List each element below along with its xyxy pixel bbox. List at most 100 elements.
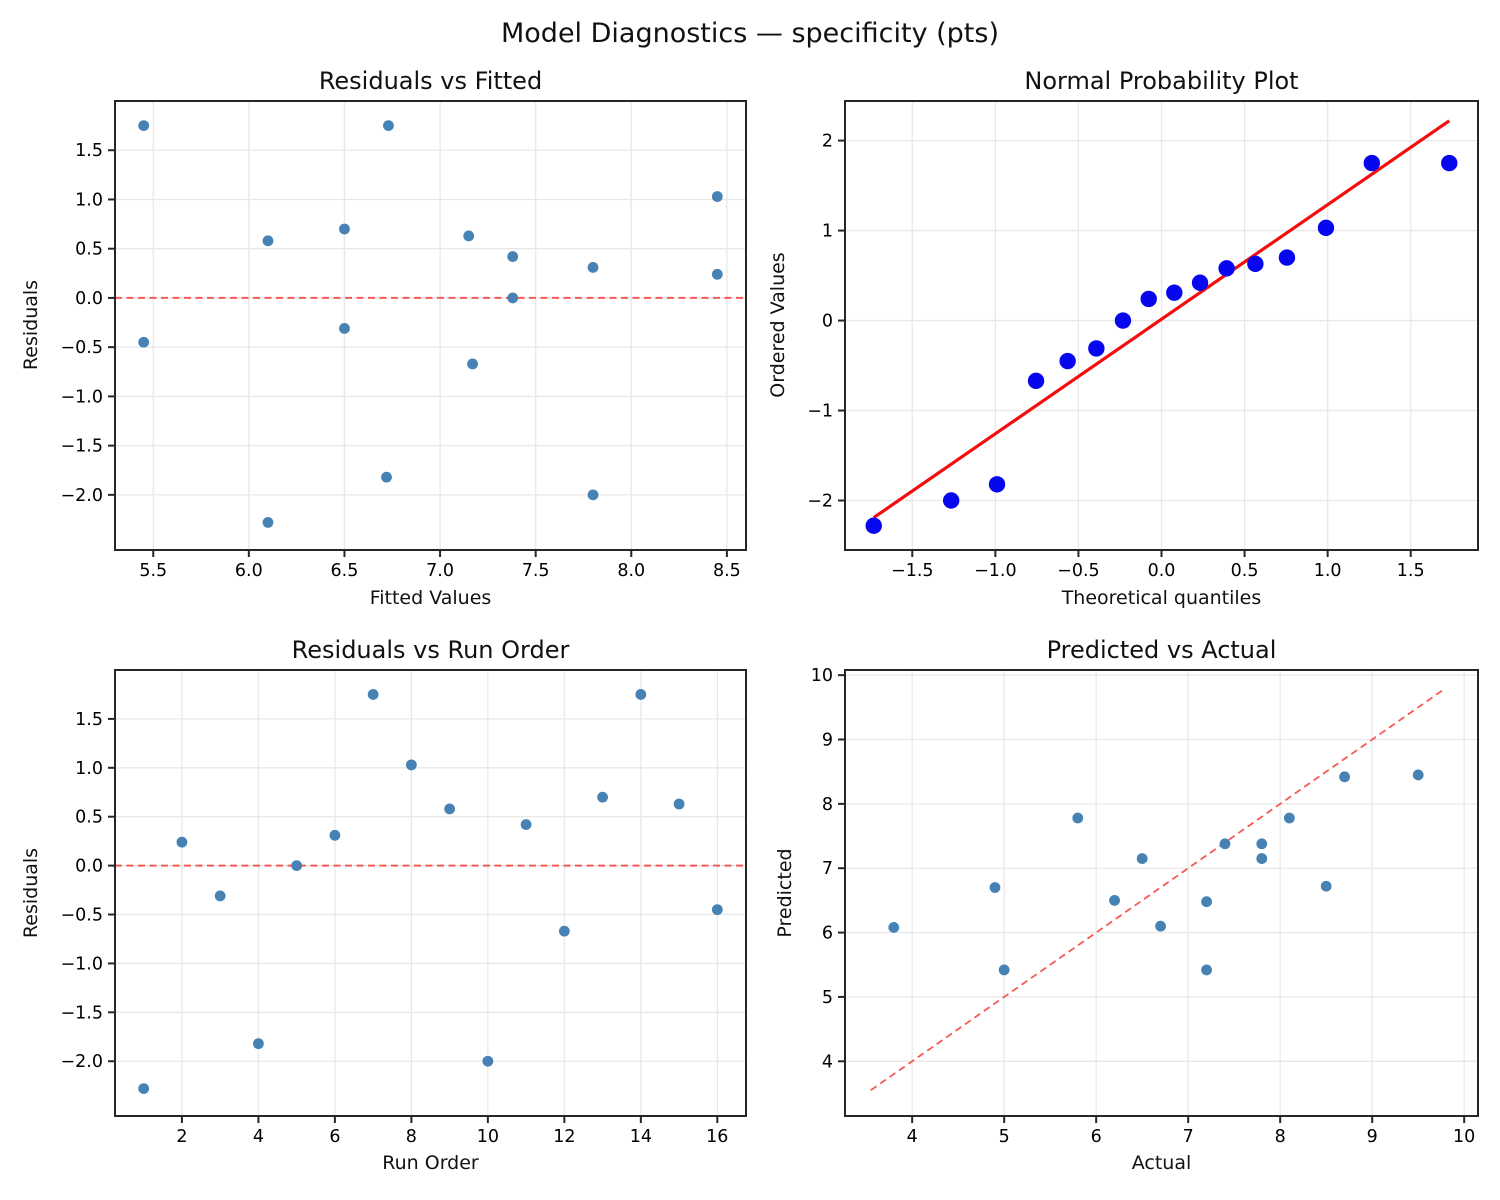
y-axis-label: Ordered Values xyxy=(767,252,789,398)
data-point xyxy=(1109,895,1120,906)
chart-title: Residuals vs Fitted xyxy=(318,67,543,95)
y-axis-label: Residuals xyxy=(20,847,42,939)
x-tick-label: 7 xyxy=(1183,1127,1194,1147)
data-point xyxy=(1072,812,1084,824)
data-point xyxy=(587,262,599,273)
data-point xyxy=(138,120,150,132)
data-point xyxy=(405,759,417,771)
y-tick-label: −1.0 xyxy=(61,954,104,974)
y-tick-label: 1 xyxy=(822,222,833,242)
x-tick-label: 7.0 xyxy=(426,561,454,581)
data-point xyxy=(339,223,350,235)
data-point xyxy=(888,922,900,933)
x-axis-label: Actual xyxy=(1131,1152,1192,1174)
data-point xyxy=(339,323,350,334)
data-point xyxy=(1114,312,1132,329)
data-point xyxy=(998,964,1010,976)
y-tick-label: −1 xyxy=(807,402,833,422)
data-point xyxy=(865,517,882,534)
axes-border xyxy=(114,669,747,1117)
x-tick-label: 8.0 xyxy=(617,561,645,581)
y-tick-label: 1.0 xyxy=(75,190,103,210)
data-point xyxy=(1201,964,1212,976)
data-point xyxy=(329,829,341,841)
y-tick-label: 10 xyxy=(811,666,833,686)
x-tick-label: 0.5 xyxy=(1231,561,1259,581)
data-point xyxy=(635,689,647,700)
data-point xyxy=(176,836,188,848)
data-point xyxy=(1320,880,1332,892)
data-point xyxy=(1256,838,1268,850)
axes-border xyxy=(114,100,747,551)
chart-residuals-vs-fitted: Residuals vs Fitted 5.5 6.0 6.5 7.0 7.5 8.0 8.… xyxy=(0,55,762,630)
y-tick-label: 7 xyxy=(822,859,833,879)
data-point xyxy=(1412,769,1424,781)
x-tick-label: 16 xyxy=(706,1127,728,1147)
data-point xyxy=(942,492,960,509)
x-axis-label: Fitted Values xyxy=(369,587,492,609)
y-axis-label: Predicted xyxy=(774,848,796,938)
data-point xyxy=(587,489,599,501)
data-point xyxy=(989,882,1001,893)
x-tick-label: −1.5 xyxy=(891,561,934,581)
x-tick-label: 4 xyxy=(253,1127,264,1147)
chart-title: Residuals vs Run Order xyxy=(291,636,570,664)
y-tick-label: 8 xyxy=(822,795,833,815)
data-point xyxy=(1191,274,1209,291)
x-tick-label: −0.5 xyxy=(1057,561,1100,581)
x-tick-label: 0.0 xyxy=(1148,561,1176,581)
x-tick-label: 12 xyxy=(553,1127,575,1147)
x-tick-label: 8 xyxy=(1275,1127,1286,1147)
data-point xyxy=(1059,352,1076,370)
x-tick-label: 10 xyxy=(477,1127,499,1147)
data-point xyxy=(1317,219,1335,237)
y-tick-label: −2.0 xyxy=(61,486,104,506)
data-point xyxy=(138,336,150,348)
y-tick-label: 1.5 xyxy=(75,141,103,161)
data-point xyxy=(673,798,685,810)
y-tick-label: 4 xyxy=(822,1052,833,1072)
data-point xyxy=(988,476,1006,493)
data-point xyxy=(444,803,456,815)
data-point xyxy=(711,191,723,202)
data-point xyxy=(367,689,379,700)
x-tick-label: 1.5 xyxy=(1397,561,1425,581)
data-point xyxy=(214,890,226,902)
data-point xyxy=(383,120,394,132)
data-point xyxy=(138,1083,150,1095)
data-point xyxy=(711,268,723,280)
x-tick-label: 6.0 xyxy=(235,561,263,581)
y-tick-label: 0 xyxy=(822,312,833,332)
predicted-vs-actual-plot: 4 5 6 7 8 9 10 4 5 6 7 8 9 10 xyxy=(811,666,1479,1147)
y-tick-label: 1.0 xyxy=(75,759,103,779)
x-axis-label: Run Order xyxy=(382,1152,479,1174)
data-point xyxy=(1088,340,1105,357)
data-point xyxy=(1441,154,1458,172)
x-tick-label: 8 xyxy=(406,1127,417,1147)
data-point xyxy=(291,860,303,872)
chart-predicted-vs-actual: Predicted vs Actual 4 5 6 7 8 9 10 4 5 6 7 8 9 10 Act… xyxy=(762,630,1500,1200)
data-point xyxy=(558,925,570,937)
y-tick-label: 2 xyxy=(822,132,833,152)
y-tick-label: 0.5 xyxy=(75,808,103,828)
y-tick-label: 0.5 xyxy=(75,240,103,260)
data-point xyxy=(507,292,519,304)
data-point xyxy=(1339,771,1350,783)
chart-normal-probability-plot: Normal Probability Plot −1.5 −1.0 −0.5 0.0 0… xyxy=(762,55,1500,630)
data-point xyxy=(1247,255,1264,273)
y-tick-label: −1.0 xyxy=(61,387,104,407)
x-tick-label: −1.0 xyxy=(974,561,1017,581)
figure-suptitle: Model Diagnostics — specificity (pts) xyxy=(500,18,999,49)
normal-probability-plot: −1.5 −1.0 −0.5 0.0 0.5 1.0 1.5 2 1 0 −1 −2 xyxy=(807,100,1479,581)
data-point xyxy=(1140,290,1157,308)
x-tick-label: 7.5 xyxy=(522,561,550,581)
reference-line xyxy=(870,688,1445,1091)
data-point xyxy=(381,471,392,483)
data-point xyxy=(1166,284,1183,301)
y-axis-label: Residuals xyxy=(20,279,42,371)
data-point xyxy=(520,819,532,830)
data-point xyxy=(711,904,723,916)
data-point xyxy=(507,251,519,262)
data-point xyxy=(1283,812,1295,824)
